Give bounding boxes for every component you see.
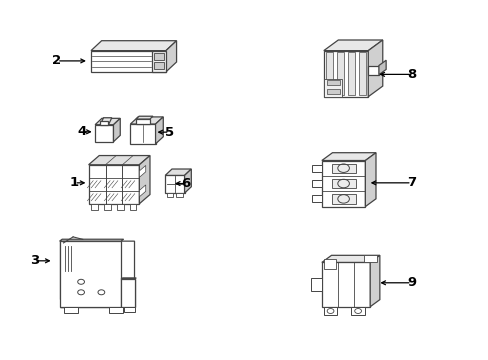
Text: 3: 3 bbox=[29, 254, 39, 267]
Polygon shape bbox=[347, 53, 354, 95]
Polygon shape bbox=[311, 165, 321, 172]
Polygon shape bbox=[129, 204, 136, 210]
Polygon shape bbox=[71, 241, 134, 299]
Polygon shape bbox=[136, 119, 150, 124]
Polygon shape bbox=[331, 179, 355, 188]
Polygon shape bbox=[88, 156, 150, 165]
Polygon shape bbox=[311, 195, 321, 202]
Polygon shape bbox=[166, 193, 173, 197]
Polygon shape bbox=[60, 241, 71, 299]
Polygon shape bbox=[91, 51, 165, 72]
Polygon shape bbox=[165, 175, 184, 193]
Polygon shape bbox=[154, 53, 164, 60]
Polygon shape bbox=[139, 185, 145, 197]
Polygon shape bbox=[139, 156, 150, 204]
Polygon shape bbox=[130, 124, 155, 144]
Polygon shape bbox=[136, 116, 153, 119]
Polygon shape bbox=[310, 278, 321, 291]
Polygon shape bbox=[331, 194, 355, 204]
Polygon shape bbox=[155, 117, 163, 144]
Polygon shape bbox=[176, 193, 183, 197]
Polygon shape bbox=[95, 118, 120, 125]
Polygon shape bbox=[323, 51, 367, 97]
Polygon shape bbox=[104, 204, 111, 210]
Polygon shape bbox=[331, 163, 355, 173]
Polygon shape bbox=[321, 161, 365, 207]
Polygon shape bbox=[367, 40, 382, 97]
Polygon shape bbox=[91, 41, 176, 51]
Polygon shape bbox=[165, 41, 176, 72]
Polygon shape bbox=[121, 278, 136, 279]
Polygon shape bbox=[359, 53, 366, 95]
Polygon shape bbox=[130, 117, 163, 124]
Polygon shape bbox=[117, 204, 123, 210]
Polygon shape bbox=[326, 80, 339, 85]
Text: 2: 2 bbox=[52, 54, 61, 67]
Polygon shape bbox=[91, 204, 98, 210]
Polygon shape bbox=[325, 53, 332, 95]
Polygon shape bbox=[321, 262, 369, 307]
Polygon shape bbox=[165, 169, 191, 175]
Polygon shape bbox=[323, 40, 382, 51]
Polygon shape bbox=[369, 255, 379, 307]
Text: 7: 7 bbox=[407, 176, 415, 189]
Polygon shape bbox=[64, 307, 78, 313]
Text: 4: 4 bbox=[78, 125, 87, 138]
Polygon shape bbox=[350, 307, 364, 315]
Polygon shape bbox=[323, 307, 337, 315]
Polygon shape bbox=[311, 180, 321, 187]
Polygon shape bbox=[184, 169, 191, 193]
Polygon shape bbox=[60, 239, 123, 241]
Polygon shape bbox=[326, 89, 339, 94]
Polygon shape bbox=[88, 165, 139, 204]
Polygon shape bbox=[95, 125, 113, 142]
Text: 1: 1 bbox=[70, 176, 79, 189]
Polygon shape bbox=[60, 279, 134, 307]
Polygon shape bbox=[321, 255, 379, 262]
Polygon shape bbox=[378, 60, 386, 75]
Polygon shape bbox=[323, 79, 342, 97]
Text: 9: 9 bbox=[407, 276, 415, 289]
Polygon shape bbox=[60, 241, 121, 307]
Polygon shape bbox=[139, 166, 145, 177]
Polygon shape bbox=[364, 255, 376, 262]
Polygon shape bbox=[121, 279, 134, 307]
Polygon shape bbox=[100, 118, 112, 125]
Polygon shape bbox=[367, 66, 378, 75]
Polygon shape bbox=[154, 62, 164, 69]
Polygon shape bbox=[123, 307, 134, 312]
Text: 5: 5 bbox=[164, 126, 174, 139]
Text: 6: 6 bbox=[181, 177, 190, 190]
Polygon shape bbox=[365, 153, 375, 207]
Polygon shape bbox=[324, 259, 336, 270]
Polygon shape bbox=[336, 53, 343, 95]
Polygon shape bbox=[321, 153, 375, 161]
Polygon shape bbox=[152, 51, 165, 72]
Polygon shape bbox=[109, 307, 122, 313]
Polygon shape bbox=[100, 121, 108, 125]
Text: 8: 8 bbox=[407, 68, 416, 81]
Polygon shape bbox=[113, 118, 120, 142]
